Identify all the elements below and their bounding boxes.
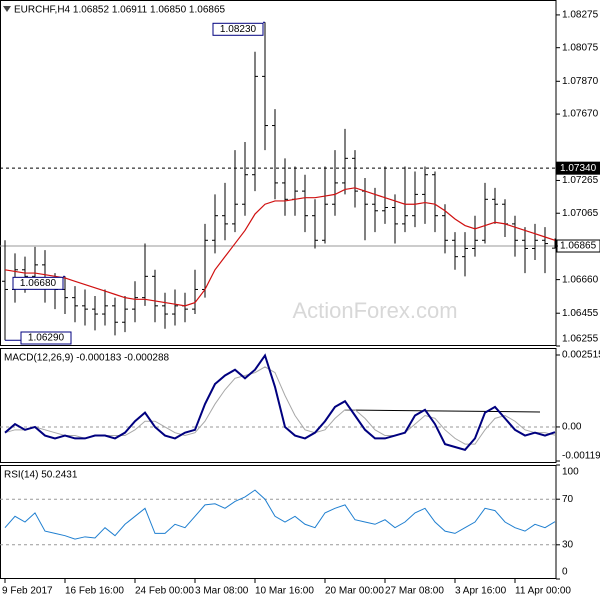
panel-title: RSI(14) 50.2431 <box>4 470 78 481</box>
x-tick-label: 16 Feb 16:00 <box>65 586 124 597</box>
moving-average <box>4 187 556 307</box>
y-tick-label: 1.08275 <box>562 10 599 21</box>
annotation-label: 1.08230 <box>220 24 257 35</box>
panel-title: EURCHF,H4 1.06852 1.06911 1.06850 1.0686… <box>14 5 226 16</box>
watermark: ActionForex.com <box>292 298 457 323</box>
y-tick-label: 0 <box>562 567 568 578</box>
panel-frame <box>0 465 557 579</box>
series-line <box>4 489 556 540</box>
panel-frame <box>0 348 557 463</box>
y-tick-label: 0.002515 <box>562 350 600 361</box>
x-tick-label: 10 Mar 16:00 <box>255 586 314 597</box>
panel-frame <box>0 0 557 346</box>
y-tick-label: 30 <box>562 539 574 550</box>
x-tick-label: 20 Mar 00:00 <box>325 586 384 597</box>
y-tick-label: 100 <box>562 467 579 478</box>
y-tick-label: 70 <box>562 494 574 505</box>
price-level-label: 1.07340 <box>560 163 597 174</box>
y-tick-label: 1.07670 <box>562 109 599 120</box>
y-tick-label: 0.00 <box>562 422 582 433</box>
x-tick-label: 11 Apr 00:00 <box>515 586 571 597</box>
trend-line <box>344 409 541 413</box>
y-tick-label: 1.06660 <box>562 274 599 285</box>
y-tick-label: 1.07870 <box>562 76 599 87</box>
x-tick-label: 24 Feb 00:00 <box>135 586 194 597</box>
x-tick-label: 3 Mar 08:00 <box>195 586 249 597</box>
y-tick-label: 1.08075 <box>562 42 599 53</box>
price-level-box <box>556 161 600 175</box>
series-line <box>4 353 556 451</box>
price-level-label: 1.06865 <box>560 241 597 252</box>
annotation-label: 1.06290 <box>28 333 65 344</box>
annotation-box <box>20 331 72 345</box>
annotation-box <box>212 22 264 36</box>
y-tick-label: 1.06455 <box>562 308 599 319</box>
x-tick-label: 27 Mar 08:00 <box>385 586 444 597</box>
panel-title: MACD(12,26,9) -0.000183 -0.000288 <box>4 353 170 364</box>
x-tick-label: 3 Apr 16:00 <box>455 586 507 597</box>
annotation-box <box>12 276 64 290</box>
symbol-icon <box>3 6 11 12</box>
y-tick-label: 1.06255 <box>562 334 599 345</box>
y-tick-label: 1.07065 <box>562 208 599 219</box>
y-tick-label: 1.07265 <box>562 175 599 186</box>
y-tick-label: -0.00119 <box>562 451 600 462</box>
annotation-label: 1.06680 <box>20 278 57 289</box>
x-tick-label: 9 Feb 2017 <box>2 586 53 597</box>
